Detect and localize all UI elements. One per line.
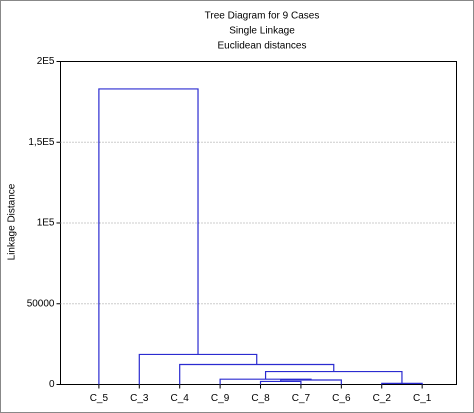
link (381, 382, 423, 385)
x-tick-label: C_6 (332, 393, 351, 404)
x-tick-label: C_9 (211, 393, 230, 404)
chart-subtitle: Single Linkage (229, 26, 295, 37)
y-tick-label: 2E5 (37, 56, 55, 67)
y-tick-label: 50000 (27, 298, 55, 309)
chart-title: Tree Diagram for 9 Cases (205, 11, 320, 22)
x-tick-label: C_5 (90, 393, 109, 404)
x-tick-label: C_7 (292, 393, 311, 404)
y-tick-label: 1,5E5 (28, 137, 55, 148)
link (219, 378, 312, 385)
x-tick-label: C_2 (373, 393, 392, 404)
chart-subtitle: Euclidean distances (218, 41, 307, 52)
link (98, 88, 199, 385)
x-tick-label: C_1 (413, 393, 432, 404)
y-axis-label: Linkage Distance (7, 183, 18, 260)
y-tick-label: 1E5 (37, 218, 55, 229)
y-tick-label: 0 (49, 379, 55, 390)
x-tick-label: C_8 (251, 393, 270, 404)
x-tick-label: C_3 (130, 393, 149, 404)
x-tick-label: C_4 (171, 393, 190, 404)
